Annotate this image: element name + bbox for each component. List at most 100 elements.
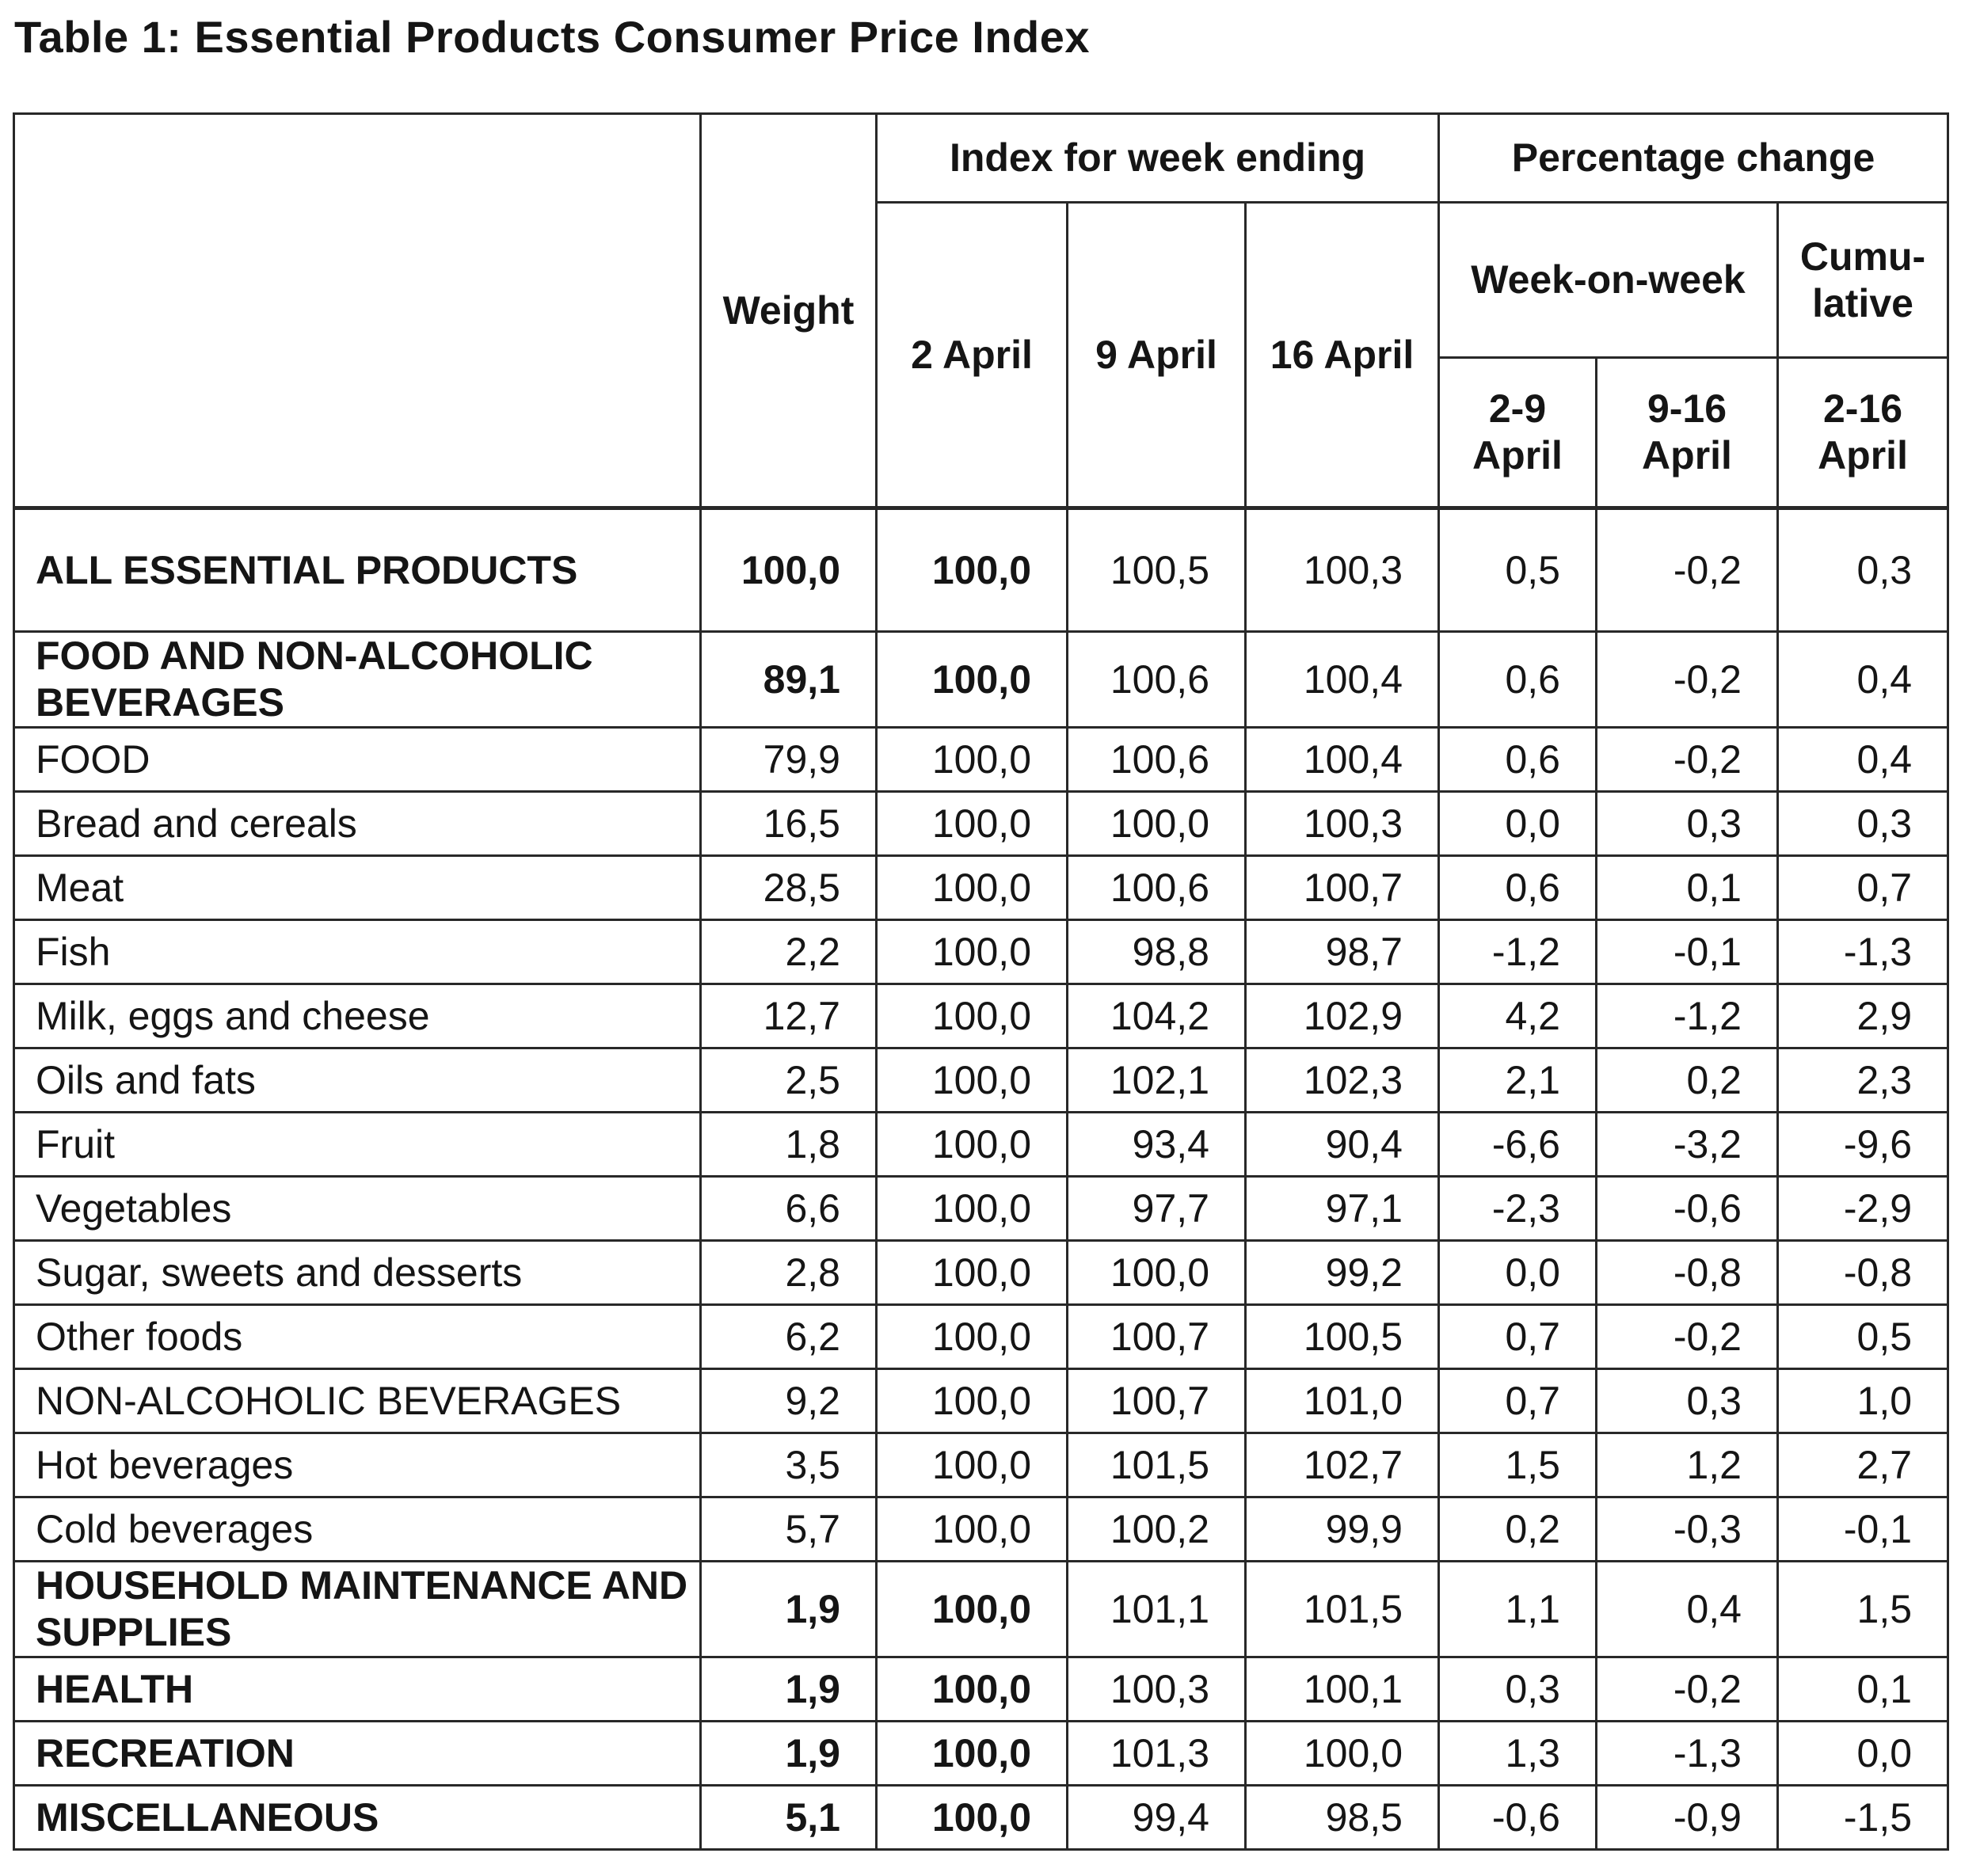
index-9-april-cell: 100,7 [1066,1303,1247,1370]
change-2-9-april-cell: 0,0 [1437,790,1597,857]
column-header-9-16-april: 9-16 April [1595,356,1779,509]
index-9-april-cell: 100,3 [1066,1656,1247,1722]
weight-cell: 2,5 [699,1047,878,1113]
table-row: Fish 2,2 100,0 98,8 98,7 -1,2 -0,1 -1,3 [13,919,1950,985]
change-2-9-april-cell: 0,2 [1437,1496,1597,1562]
change-2-9-april-cell: 2,1 [1437,1047,1597,1113]
index-9-april-cell: 100,0 [1066,1239,1247,1306]
change-2-9-april-cell: -1,2 [1437,919,1597,985]
change-2-16-april-cell: -1,3 [1776,919,1950,985]
change-9-16-april-cell: -1,2 [1595,983,1779,1049]
index-2-april-cell: 100,0 [875,1784,1068,1851]
table-row: HEALTH 1,9 100,0 100,3 100,1 0,3 -0,2 0,1 [13,1656,1950,1722]
index-9-april-cell: 99,4 [1066,1784,1247,1851]
index-9-april-cell: 100,7 [1066,1368,1247,1434]
page-title: Table 1: Essential Products Consumer Pri… [14,12,1091,62]
change-9-16-april-cell: -0,1 [1595,919,1779,985]
change-9-16-april-cell: 1,2 [1595,1432,1779,1498]
row-label: HEALTH [13,1656,702,1722]
index-9-april-cell: 100,6 [1066,726,1247,793]
index-2-april-cell: 100,0 [875,1239,1068,1306]
weight-cell: 2,2 [699,919,878,985]
row-label: Meat [13,854,702,921]
weight-cell: 1,9 [699,1656,878,1722]
change-9-16-april-cell: -0,2 [1595,630,1779,729]
change-2-16-april-cell: -0,1 [1776,1496,1950,1562]
index-9-april-cell: 97,7 [1066,1175,1247,1242]
change-2-9-april-cell: -2,3 [1437,1175,1597,1242]
index-9-april-cell: 100,6 [1066,854,1247,921]
change-2-9-april-cell: 1,1 [1437,1560,1597,1658]
table-row: MISCELLANEOUS 5,1 100,0 99,4 98,5 -0,6 -0,9 -1,… [13,1784,1950,1851]
change-2-9-april-cell: 4,2 [1437,983,1597,1049]
index-16-april-cell: 99,2 [1244,1239,1440,1306]
index-2-april-cell: 100,0 [875,1656,1068,1722]
index-16-april-cell: 100,7 [1244,854,1440,921]
row-label: Cold beverages [13,1496,702,1562]
index-2-april-cell: 100,0 [875,506,1068,633]
change-2-16-april-cell: -2,9 [1776,1175,1950,1242]
row-label: Bread and cereals [13,790,702,857]
row-label: Hot beverages [13,1432,702,1498]
change-9-16-april-cell: 0,1 [1595,854,1779,921]
table-row: Fruit 1,8 100,0 93,4 90,4 -6,6 -3,2 -9,6 [13,1111,1950,1178]
change-9-16-april-cell: -0,2 [1595,1303,1779,1370]
index-16-april-cell: 100,1 [1244,1656,1440,1722]
column-header-9-april: 9 April [1066,201,1247,509]
index-16-april-cell: 100,4 [1244,726,1440,793]
index-group-header: Index for week ending [875,112,1440,204]
table-row: Oils and fats 2,5 100,0 102,1 102,3 2,1 0,2 2,3 [13,1047,1950,1113]
change-2-9-april-cell: 0,6 [1437,854,1597,921]
index-9-april-cell: 100,2 [1066,1496,1247,1562]
table-row: RECREATION 1,9 100,0 101,3 100,0 1,3 -1,3 0,0 [13,1720,1950,1787]
row-label: HOUSEHOLD MAINTENANCE AND SUPPLIES [13,1560,702,1658]
weight-cell: 1,8 [699,1111,878,1178]
weight-cell: 9,2 [699,1368,878,1434]
table-row: Meat 28,5 100,0 100,6 100,7 0,6 0,1 0,7 [13,854,1950,921]
change-2-9-april-cell: 0,5 [1437,506,1597,633]
change-2-16-april-cell: 1,5 [1776,1560,1950,1658]
index-9-april-cell: 101,5 [1066,1432,1247,1498]
change-2-9-april-cell: 0,6 [1437,726,1597,793]
index-16-april-cell: 90,4 [1244,1111,1440,1178]
change-2-9-april-cell: -6,6 [1437,1111,1597,1178]
table-row: ALL ESSENTIAL PRODUCTS 100,0 100,0 100,5 100… [13,506,1950,633]
index-16-april-cell: 97,1 [1244,1175,1440,1242]
change-2-16-april-cell: 2,7 [1776,1432,1950,1498]
header-row-ranges: 2-9 April 9-16 April 2-16 April [14,356,1950,509]
table-row: NON-ALCOHOLIC BEVERAGES 9,2 100,0 100,7 101,… [13,1368,1950,1434]
change-9-16-april-cell: 0,2 [1595,1047,1779,1113]
change-9-16-april-cell: -3,2 [1595,1111,1779,1178]
weight-cell: 6,6 [699,1175,878,1242]
index-16-april-cell: 100,3 [1244,790,1440,857]
change-2-9-april-cell: 0,0 [1437,1239,1597,1306]
row-label: RECREATION [13,1720,702,1787]
index-9-april-cell: 93,4 [1066,1111,1247,1178]
change-9-16-april-cell: 0,3 [1595,1368,1779,1434]
week-on-week-header: Week-on-week [1437,201,1779,359]
change-2-16-april-cell: 0,5 [1776,1303,1950,1370]
index-2-april-cell: 100,0 [875,1047,1068,1113]
index-16-april-cell: 100,5 [1244,1303,1440,1370]
change-9-16-april-cell: -0,3 [1595,1496,1779,1562]
table-row: Cold beverages 5,7 100,0 100,2 99,9 0,2 -0,3 -0… [13,1496,1950,1562]
table-row: Bread and cereals 16,5 100,0 100,0 100,3 0,0 0… [13,790,1950,857]
index-9-april-cell: 100,6 [1066,630,1247,729]
index-16-april-cell: 98,5 [1244,1784,1440,1851]
index-16-april-cell: 98,7 [1244,919,1440,985]
index-2-april-cell: 100,0 [875,726,1068,793]
index-2-april-cell: 100,0 [875,1560,1068,1658]
weight-cell: 1,9 [699,1560,878,1658]
weight-column-header: Weight [699,112,878,509]
index-9-april-cell: 101,3 [1066,1720,1247,1787]
index-2-april-cell: 100,0 [875,790,1068,857]
index-9-april-cell: 102,1 [1066,1047,1247,1113]
index-16-april-cell: 99,9 [1244,1496,1440,1562]
weight-cell: 5,1 [699,1784,878,1851]
column-header-2-9-april: 2-9 April [1437,356,1597,509]
change-2-9-april-cell: 0,7 [1437,1368,1597,1434]
row-label: FOOD [13,726,702,793]
change-2-16-april-cell: -0,8 [1776,1239,1950,1306]
change-9-16-april-cell: 0,3 [1595,790,1779,857]
